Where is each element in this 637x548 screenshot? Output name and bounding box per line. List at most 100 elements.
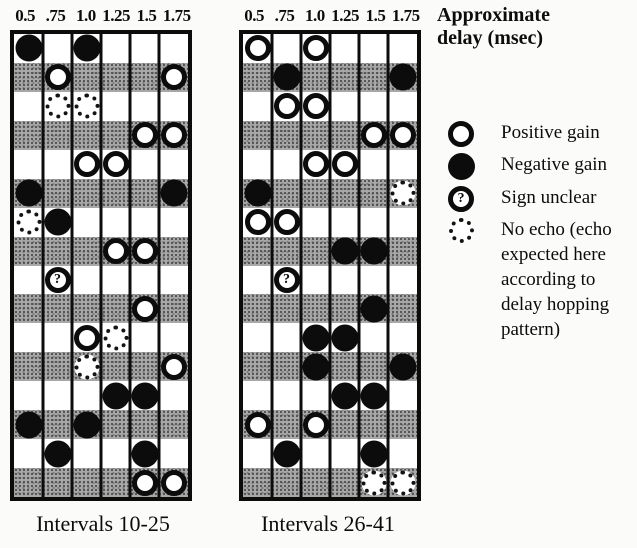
positive-gain-mark xyxy=(160,469,187,496)
negative-gain-mark xyxy=(360,440,387,468)
negative-gain-mark xyxy=(273,440,300,468)
grid-column-line xyxy=(328,34,332,497)
legend-label: Sign unclear xyxy=(501,187,597,208)
negative-gain-mark xyxy=(15,179,42,207)
legend-item-no-echo: No echo (echo expected here according to… xyxy=(447,217,633,342)
positive-gain-mark xyxy=(331,151,358,178)
negative-gain-mark xyxy=(131,440,158,468)
positive-gain-mark xyxy=(302,411,329,438)
no-echo-mark xyxy=(74,354,99,380)
positive-gain-mark xyxy=(102,151,129,178)
legend-label: No echo (echo expected here according to… xyxy=(501,219,612,340)
grid-caption: Intervals 26-41 xyxy=(261,511,395,536)
no-echo-mark xyxy=(390,180,415,206)
delay-col-label: 1.5 xyxy=(136,6,157,25)
negative-gain-mark xyxy=(273,63,300,91)
positive-gain-mark xyxy=(73,324,100,351)
positive-gain-mark xyxy=(160,122,187,149)
delay-col-label: 1.5 xyxy=(365,6,386,25)
positive-gain-mark xyxy=(302,35,329,62)
negative-gain-mark xyxy=(131,382,158,410)
delay-col-label: 1.75 xyxy=(391,6,420,25)
negative-gain-mark xyxy=(331,324,358,352)
positive-gain-mark xyxy=(44,64,71,91)
no-echo-icon xyxy=(447,217,475,243)
sign-unclear-mark: ? xyxy=(44,266,71,293)
legend: Positive gain Negative gain? Sign unclear N… xyxy=(447,120,633,347)
positive-gain-mark xyxy=(360,122,387,149)
legend-label: Positive gain xyxy=(501,122,600,143)
echo-marks-layer: ? xyxy=(14,34,188,497)
positive-gain-mark xyxy=(273,93,300,120)
negative-gain-mark xyxy=(389,353,416,381)
no-echo-mark xyxy=(390,470,415,496)
sign-unclear-mark: ? xyxy=(273,266,300,293)
sign-unclear-icon: ? xyxy=(448,186,474,212)
grid-column-line xyxy=(41,34,45,497)
delay-axis-labels: 0.5 .75 1.0 1.25 1.5 1.75 xyxy=(239,6,421,26)
negative-gain-mark xyxy=(331,382,358,410)
positive-gain-mark xyxy=(389,122,416,149)
positive-gain-mark xyxy=(131,238,158,265)
legend-label: Negative gain xyxy=(501,154,608,175)
no-echo-mark xyxy=(361,470,386,496)
negative-gain-icon xyxy=(447,153,475,180)
legend-item-negative: Negative gain xyxy=(447,152,633,180)
legend-item-unclear: ? Sign unclear xyxy=(447,185,633,212)
delay-col-label: 1.75 xyxy=(162,6,191,25)
delay-col-label: .75 xyxy=(45,6,66,25)
grid-column-line xyxy=(157,34,161,497)
positive-gain-mark xyxy=(160,353,187,380)
grid-column-lines xyxy=(243,34,417,497)
sign-unclear-icon: ? xyxy=(447,185,475,212)
grid-column-line xyxy=(386,34,390,497)
no-echo-mark xyxy=(103,325,128,351)
negative-gain-mark xyxy=(44,208,71,236)
negative-gain-mark xyxy=(73,411,100,439)
negative-gain-mark xyxy=(44,440,71,468)
negative-gain-mark xyxy=(331,237,358,265)
no-echo-mark xyxy=(74,93,99,119)
positive-gain-mark xyxy=(302,93,329,120)
grid-intervals-10-25: 0.5 .75 1.0 1.25 1.5 1.75 ? xyxy=(10,6,192,501)
no-echo-mark xyxy=(16,209,41,235)
positive-gain-icon xyxy=(448,121,474,147)
delay-axis-labels: 0.5 .75 1.0 1.25 1.5 1.75 xyxy=(10,6,192,26)
delay-col-label: 1.0 xyxy=(304,6,325,25)
legend-item-positive: Positive gain xyxy=(447,120,633,147)
grid-caption: Intervals 10-25 xyxy=(36,511,170,536)
negative-gain-mark xyxy=(15,411,42,439)
grid-column-line xyxy=(357,34,361,497)
negative-gain-mark xyxy=(15,34,42,62)
delay-col-label: 1.0 xyxy=(75,6,96,25)
negative-gain-mark xyxy=(160,179,187,207)
positive-gain-mark xyxy=(273,209,300,236)
grid-column-line xyxy=(299,34,303,497)
negative-gain-icon xyxy=(447,152,475,180)
positive-gain-mark xyxy=(244,411,271,438)
legend-title: Approximate delay (msec) xyxy=(437,4,550,49)
positive-gain-mark xyxy=(302,151,329,178)
delay-col-label: 1.25 xyxy=(331,6,360,25)
positive-gain-mark xyxy=(73,151,100,178)
positive-gain-mark xyxy=(244,35,271,62)
negative-gain-mark xyxy=(244,179,271,207)
negative-gain-mark xyxy=(389,63,416,91)
negative-gain-mark xyxy=(360,237,387,265)
negative-gain-mark xyxy=(102,382,129,410)
delay-col-label: .75 xyxy=(274,6,295,25)
positive-gain-mark xyxy=(102,238,129,265)
no-echo-icon xyxy=(448,218,474,243)
delay-col-label: 0.5 xyxy=(244,6,265,25)
negative-gain-mark xyxy=(302,324,329,352)
positive-gain-mark xyxy=(131,469,158,496)
grid-column-line xyxy=(128,34,132,497)
negative-gain-mark xyxy=(360,382,387,410)
grid-intervals-26-41: 0.5 .75 1.0 1.25 1.5 1.75 ? xyxy=(239,6,421,501)
delay-col-label: 0.5 xyxy=(15,6,36,25)
echo-marks-layer: ? xyxy=(243,34,417,497)
positive-gain-mark xyxy=(131,122,158,149)
positive-gain-icon xyxy=(447,120,475,147)
grid-column-line xyxy=(70,34,74,497)
